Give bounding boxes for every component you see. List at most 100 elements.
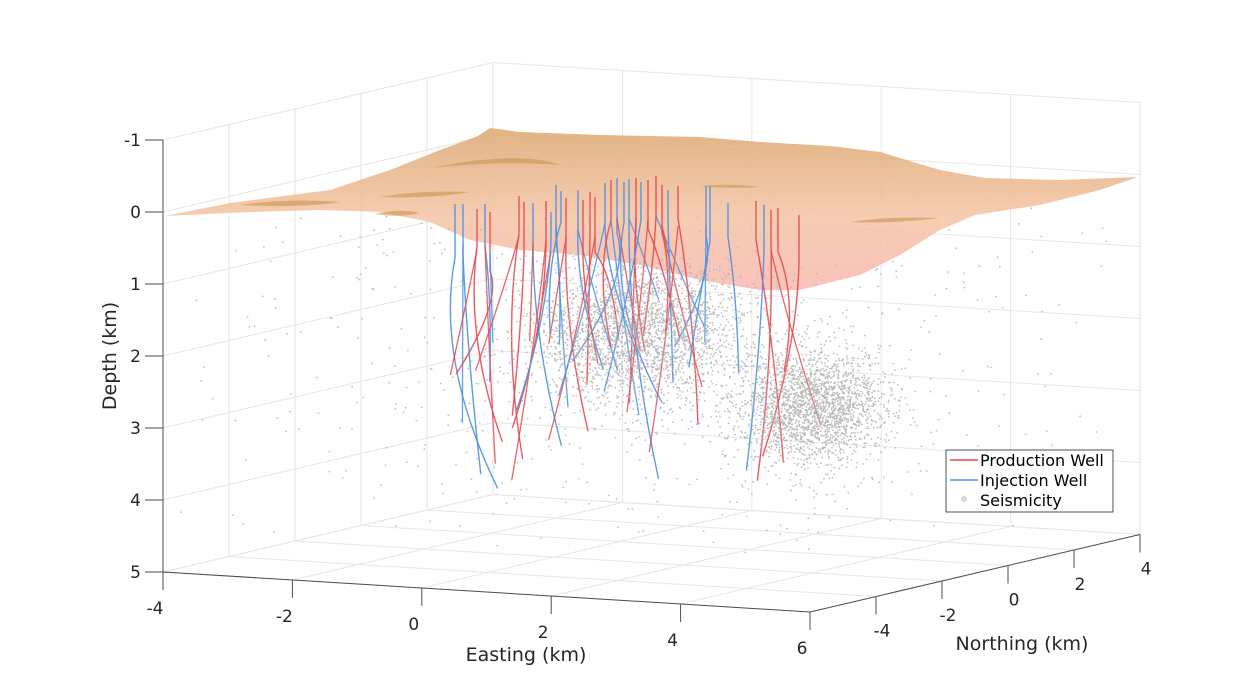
seismicity-point bbox=[802, 445, 805, 448]
seismicity-point bbox=[615, 278, 617, 281]
seismicity-point bbox=[621, 328, 624, 330]
seismicity-point bbox=[656, 369, 659, 372]
seismicity-point bbox=[571, 277, 574, 280]
seismicity-point bbox=[595, 408, 597, 411]
seismicity-point bbox=[759, 351, 762, 353]
seismicity-point bbox=[857, 417, 860, 419]
seismicity-point bbox=[589, 349, 592, 352]
seismicity-point bbox=[668, 247, 671, 250]
seismicity-point bbox=[831, 419, 833, 422]
seismicity-point bbox=[792, 413, 794, 416]
seismicity-point bbox=[847, 387, 850, 389]
seismicity-point bbox=[571, 302, 574, 305]
seismicity-point bbox=[626, 338, 628, 341]
seismicity-point bbox=[770, 465, 772, 468]
seismicity-point bbox=[646, 363, 649, 366]
seismicity-point bbox=[833, 382, 835, 385]
seismicity-point bbox=[852, 325, 855, 328]
seismicity-point bbox=[817, 369, 820, 371]
seismicity-point bbox=[871, 362, 873, 365]
seismicity-point bbox=[796, 383, 798, 386]
seismicity-point bbox=[636, 344, 639, 346]
seismicity-point bbox=[693, 305, 695, 308]
seismicity-point bbox=[675, 312, 677, 315]
seismicity-point bbox=[843, 428, 845, 431]
seismicity-point bbox=[775, 386, 778, 388]
grid-floor-easting bbox=[551, 518, 882, 597]
seismicity-point bbox=[758, 376, 761, 378]
seismicity-point bbox=[647, 336, 650, 338]
seismicity-point bbox=[662, 402, 665, 405]
seismicity-point bbox=[610, 366, 613, 369]
seismicity-point bbox=[647, 314, 650, 317]
seismicity-point bbox=[670, 300, 673, 303]
seismicity-point bbox=[661, 359, 664, 362]
seismicity-point bbox=[699, 318, 702, 320]
seismicity-point bbox=[850, 325, 852, 328]
seismicity-point bbox=[795, 403, 798, 405]
seismicity-point bbox=[655, 281, 658, 284]
seismicity-point bbox=[580, 376, 583, 379]
seismicity-point bbox=[667, 343, 670, 346]
seismicity-point bbox=[584, 300, 587, 302]
seismicity-point bbox=[659, 280, 662, 283]
seismicity-point bbox=[651, 306, 653, 309]
seismicity-point bbox=[672, 284, 675, 287]
seismicity-point bbox=[863, 347, 866, 350]
seismicity-point bbox=[627, 308, 630, 311]
seismicity-point bbox=[662, 337, 665, 340]
seismicity-point bbox=[800, 399, 803, 402]
seismicity-point bbox=[630, 323, 633, 326]
seismicity-point bbox=[726, 306, 729, 309]
seismicity-point bbox=[890, 430, 893, 433]
seismicity-point bbox=[821, 435, 823, 437]
seismicity-point bbox=[633, 319, 635, 322]
seismicity-point bbox=[629, 374, 632, 376]
seismicity-point bbox=[669, 344, 672, 347]
seismicity-point bbox=[583, 264, 586, 267]
seismicity-point bbox=[694, 384, 697, 387]
seismicity-point bbox=[665, 351, 668, 354]
seismicity-point bbox=[582, 380, 585, 382]
seismicity-point bbox=[785, 353, 788, 355]
seismicity-point bbox=[766, 483, 769, 486]
seismicity-point bbox=[784, 358, 787, 360]
seismicity-point bbox=[766, 403, 768, 405]
seismicity-point bbox=[833, 466, 836, 469]
seismicity-point bbox=[724, 277, 727, 280]
seismicity-point bbox=[603, 342, 605, 345]
surface-ridge bbox=[380, 191, 470, 198]
seismicity-point bbox=[880, 396, 883, 398]
seismicity-point bbox=[763, 346, 765, 348]
seismicity-point bbox=[850, 426, 852, 429]
seismicity-point bbox=[638, 279, 641, 281]
seismicity-point bbox=[589, 319, 592, 321]
seismicity-point bbox=[764, 392, 767, 394]
seismicity-point bbox=[713, 364, 716, 367]
seismicity-point bbox=[785, 409, 788, 412]
seismicity-point bbox=[788, 406, 791, 409]
seismicity-point bbox=[681, 391, 684, 393]
seismicity-point bbox=[828, 457, 830, 460]
seismicity-point bbox=[807, 446, 809, 448]
seismicity-point bbox=[805, 377, 807, 380]
seismicity-point bbox=[668, 409, 671, 411]
seismicity-point bbox=[795, 420, 798, 423]
seismicity-point bbox=[839, 422, 842, 425]
seismicity-point bbox=[862, 463, 864, 465]
seismicity-point bbox=[564, 355, 567, 358]
seismicity-point bbox=[614, 298, 617, 300]
seismicity-point bbox=[680, 320, 683, 323]
seismicity-point bbox=[491, 408, 494, 411]
seismicity-point bbox=[755, 297, 758, 299]
seismicity-point bbox=[802, 413, 805, 416]
seismicity-point bbox=[778, 410, 781, 413]
seismicity-point bbox=[607, 362, 610, 364]
seismicity-point bbox=[615, 363, 618, 365]
seismicity-point bbox=[771, 410, 773, 412]
seismicity-point bbox=[825, 464, 828, 466]
production-well bbox=[661, 185, 669, 335]
seismicity-point bbox=[887, 439, 890, 442]
seismicity-point bbox=[506, 330, 508, 332]
seismicity-point bbox=[551, 336, 553, 339]
